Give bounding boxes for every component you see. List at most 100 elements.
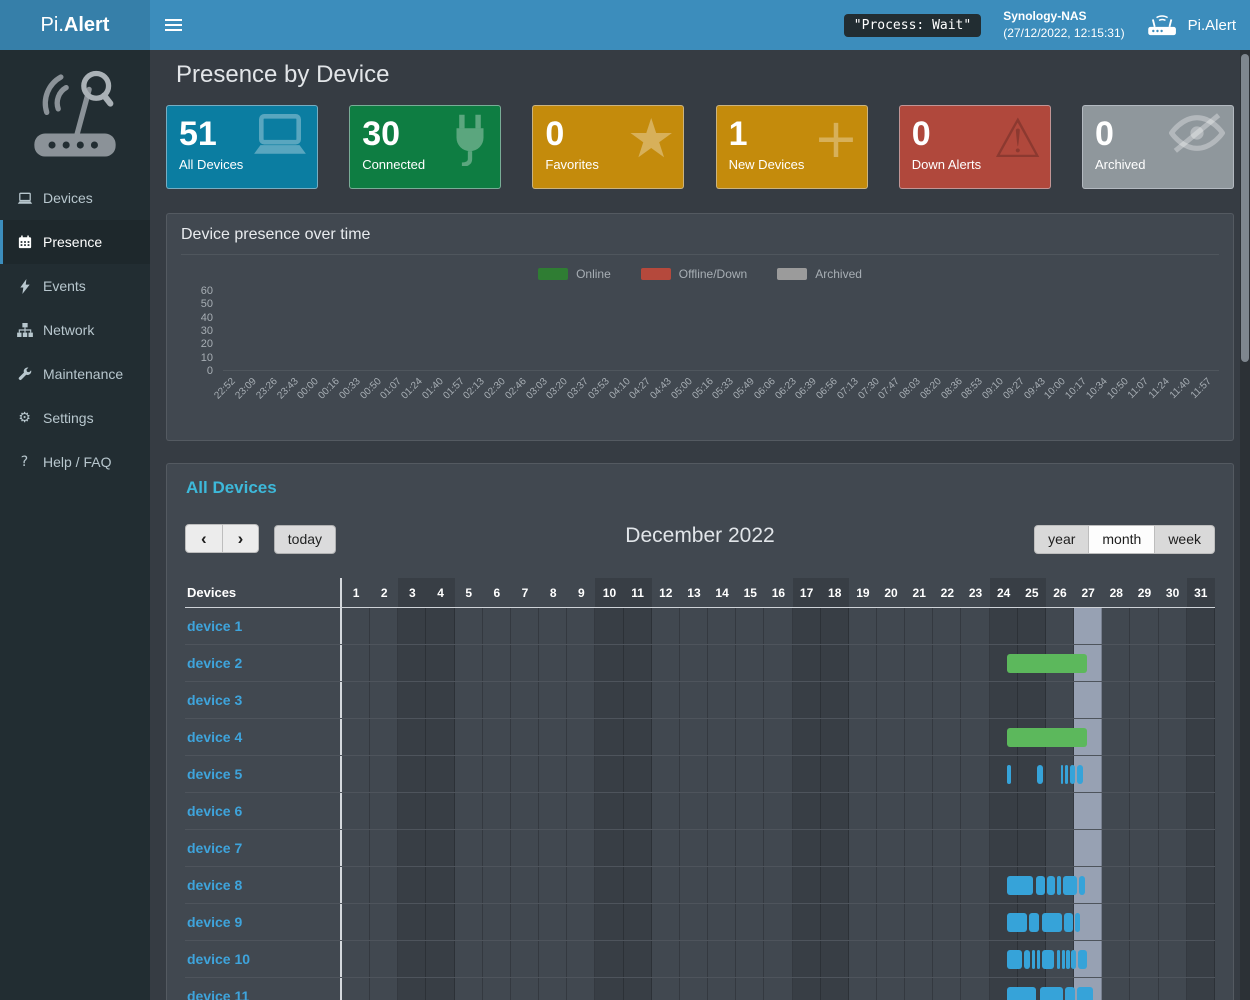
device-link[interactable]: device 6 [187, 803, 243, 819]
presence-bar[interactable] [1060, 765, 1064, 784]
presence-bar[interactable] [1065, 987, 1075, 1000]
device-link[interactable]: device 11 [187, 988, 250, 1000]
calendar-view-month-button[interactable]: month [1089, 524, 1156, 554]
calendar-view-year-button[interactable]: year [1034, 524, 1090, 554]
presence-bar[interactable] [1041, 950, 1055, 969]
presence-bar[interactable] [1056, 950, 1061, 969]
calendar-prev-button[interactable]: ‹ [185, 524, 223, 553]
device-link[interactable]: device 4 [187, 729, 243, 745]
device-day-track [340, 682, 1215, 718]
presence-bar[interactable] [1077, 987, 1093, 1000]
day-cell [342, 645, 371, 681]
presence-bar[interactable] [1006, 987, 1037, 1000]
stat-card-connected[interactable]: 30 Connected [349, 105, 502, 189]
sidebar-item-help-faq[interactable]: ? Help / FAQ [0, 440, 150, 484]
device-link[interactable]: device 5 [187, 766, 243, 782]
day-cell [483, 645, 511, 681]
app-logo[interactable]: Pi. Alert [0, 0, 150, 50]
day-cell [652, 682, 680, 718]
sidebar-item-maintenance[interactable]: Maintenance [0, 352, 150, 396]
legend-item-online[interactable]: Online [538, 267, 611, 281]
presence-bar[interactable] [1039, 987, 1063, 1000]
device-link[interactable]: device 10 [187, 951, 251, 967]
presence-bar[interactable] [1077, 950, 1087, 969]
presence-bar[interactable] [1057, 876, 1061, 895]
presence-bar[interactable] [1041, 913, 1062, 932]
device-link[interactable]: device 2 [187, 655, 243, 671]
sidebar-item-presence[interactable]: Presence [0, 220, 150, 264]
day-cell [820, 719, 849, 755]
presence-bar[interactable] [1062, 876, 1077, 895]
presence-bar[interactable] [1077, 765, 1084, 784]
device-link[interactable]: device 3 [187, 692, 243, 708]
calendar-next-button[interactable]: › [222, 524, 260, 553]
page-scrollbar[interactable] [1240, 50, 1250, 1000]
sidebar-toggle-button[interactable] [150, 0, 196, 50]
device-row: device 5 [185, 756, 1215, 793]
day-cell [455, 682, 483, 718]
presence-bar[interactable] [1066, 950, 1070, 969]
day-cell [708, 682, 737, 718]
presence-bar[interactable] [1035, 876, 1046, 895]
device-link[interactable]: device 1 [187, 618, 243, 634]
day-cell [370, 645, 399, 681]
presence-bar[interactable] [1069, 765, 1076, 784]
day-cell [1159, 719, 1187, 755]
presence-bar[interactable] [1079, 876, 1085, 895]
legend-item-archived[interactable]: Archived [777, 267, 862, 281]
presence-bar[interactable] [1007, 765, 1011, 784]
day-header: 3 [398, 578, 427, 607]
presence-bar[interactable] [1074, 913, 1081, 932]
day-cell [342, 793, 371, 829]
y-tick-label: 0 [206, 365, 213, 377]
sidebar-item-devices[interactable]: Devices [0, 176, 150, 220]
presence-bar[interactable] [1006, 876, 1034, 895]
device-link[interactable]: device 9 [187, 914, 243, 930]
scrollbar-thumb[interactable] [1241, 54, 1249, 362]
day-cell [652, 756, 680, 792]
presence-bar[interactable] [1037, 950, 1040, 969]
stat-card-all-devices[interactable]: 51 All Devices [166, 105, 318, 189]
day-cell [792, 867, 821, 903]
day-cell [623, 793, 652, 829]
sidebar-item-network[interactable]: Network [0, 308, 150, 352]
presence-bar[interactable] [1006, 654, 1087, 673]
presence-bar[interactable] [1064, 913, 1074, 932]
calendar-today-button[interactable]: today [273, 525, 337, 554]
stat-card-new-devices[interactable]: 1 New Devices + [715, 105, 868, 189]
day-cell [1130, 608, 1159, 644]
device-link[interactable]: device 7 [187, 840, 243, 856]
day-cell [905, 904, 934, 940]
day-cell [511, 830, 540, 866]
day-cell [961, 793, 990, 829]
presence-bar[interactable] [1061, 950, 1065, 969]
day-cell [680, 904, 709, 940]
presence-bar[interactable] [1071, 950, 1076, 969]
legend-item-offline-down[interactable]: Offline/Down [640, 267, 747, 281]
stat-cards-row: 51 All Devices 30 Connected 0 Favorites ★ 1 New … [166, 105, 1234, 189]
day-cell [764, 645, 793, 681]
sidebar-item-settings[interactable]: ⚙ Settings [0, 396, 150, 440]
stat-card-archived[interactable]: 0 Archived [1081, 105, 1234, 189]
calendar-toolbar-left: ‹ › today [185, 524, 337, 554]
stat-card-down-alerts[interactable]: 0 Down Alerts ⚠ [898, 105, 1051, 189]
presence-bar[interactable] [1029, 913, 1040, 932]
day-cell [849, 904, 877, 940]
stat-card-favorites[interactable]: 0 Favorites ★ [532, 105, 685, 189]
sidebar-item-events[interactable]: Events [0, 264, 150, 308]
presence-bar[interactable] [1006, 728, 1087, 747]
presence-bar[interactable] [1006, 950, 1023, 969]
navbar-brand[interactable]: Pi.Alert [1147, 13, 1236, 37]
device-link[interactable]: device 8 [187, 877, 243, 893]
chart-legend: Online Offline/Down Archived [181, 267, 1219, 281]
presence-bar[interactable] [1024, 950, 1030, 969]
presence-bar[interactable] [1065, 765, 1068, 784]
main-content: Presence by Device 51 All Devices 30 Connec… [150, 0, 1250, 1000]
day-cell [905, 719, 934, 755]
presence-bar[interactable] [1006, 913, 1027, 932]
presence-bar[interactable] [1047, 876, 1056, 895]
presence-bar[interactable] [1031, 950, 1036, 969]
presence-bar[interactable] [1037, 765, 1044, 784]
day-cell [1186, 904, 1215, 940]
calendar-view-week-button[interactable]: week [1155, 524, 1215, 554]
